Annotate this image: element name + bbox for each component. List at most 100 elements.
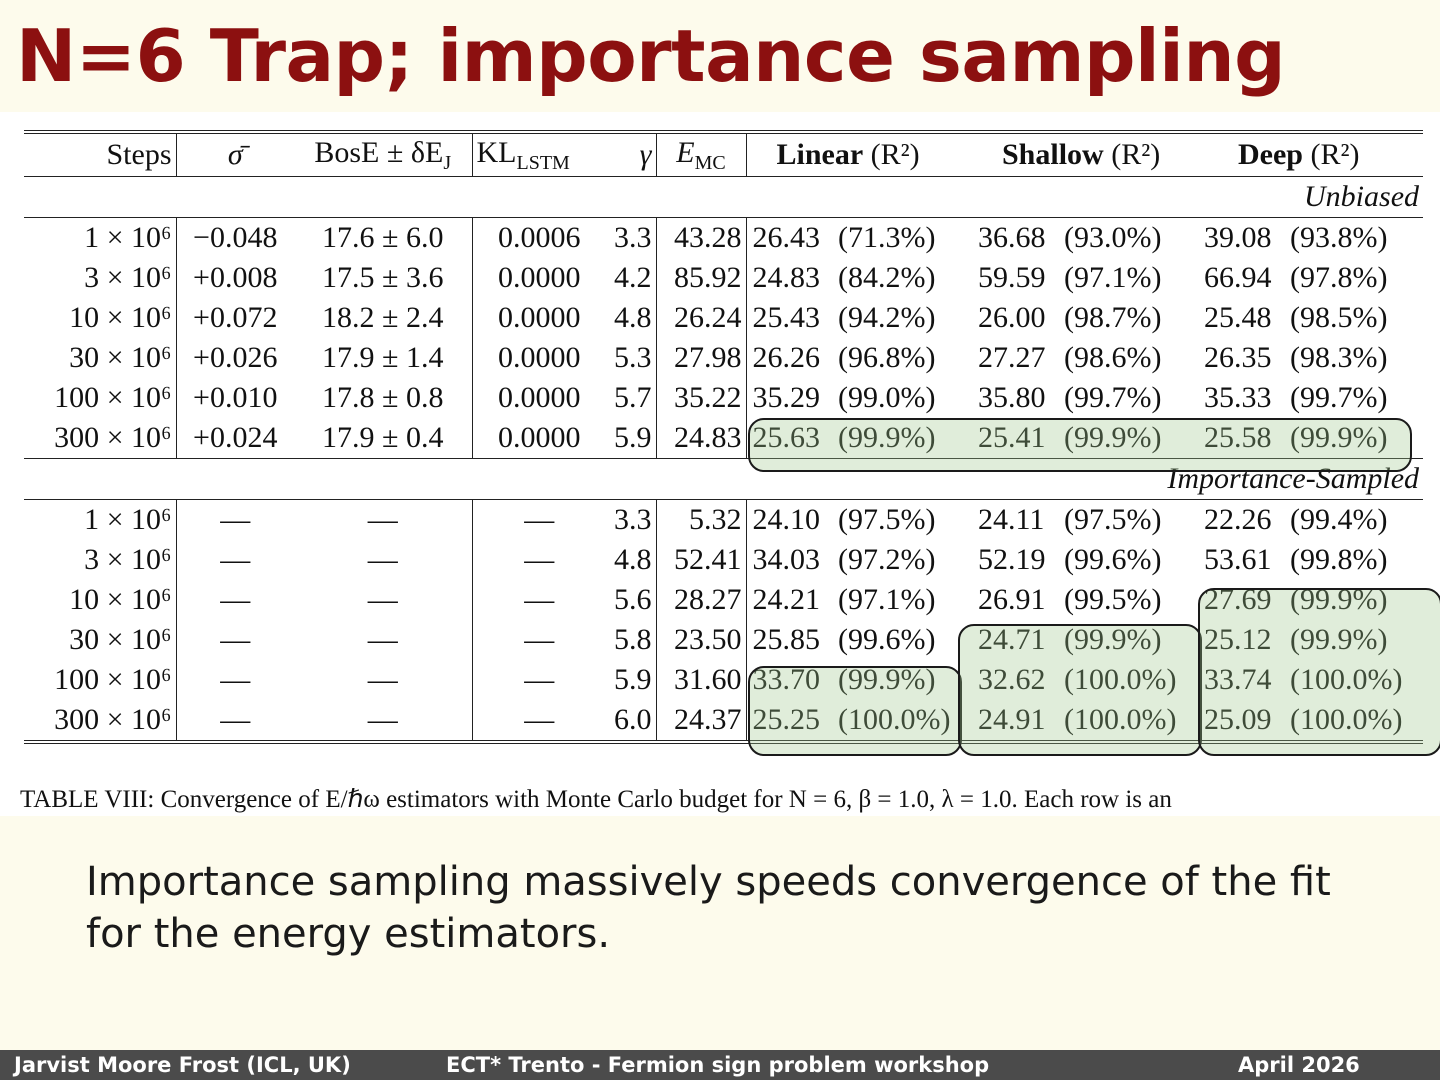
cell-shallow-r2: (98.6%) xyxy=(1064,341,1162,374)
cell-deep-value: 26.35 xyxy=(1204,341,1272,374)
cell-shallow-value: 52.19 xyxy=(978,543,1046,576)
cell-deep-r2: (100.0%) xyxy=(1290,703,1403,736)
cell-shallow-r2: (98.7%) xyxy=(1064,301,1162,334)
cell-shallow-value: 26.91 xyxy=(978,583,1046,616)
cell-gamma: 5.7 xyxy=(606,378,657,418)
cell-linear-value: 25.85 xyxy=(752,623,821,656)
cell-deep-value: 25.09 xyxy=(1204,703,1272,736)
cell-linear-r2: (99.9%) xyxy=(838,663,936,696)
cell-emc: 43.28 xyxy=(656,217,747,258)
cell-kl: 0.0000 xyxy=(498,341,581,374)
cell-deep-value: 66.94 xyxy=(1204,261,1272,294)
header-emc: EMC xyxy=(656,132,747,177)
cell-bos: — xyxy=(294,660,473,700)
cell-linear-value: 26.26 xyxy=(752,341,821,374)
cell-shallow-value: 35.80 xyxy=(978,381,1046,414)
table-row: 3 × 10⁶ +0.008 17.5 ± 3.6 0.0000 4.2 85.92 24.… xyxy=(24,258,1423,298)
cell-linear-value: 24.83 xyxy=(752,261,821,294)
cell-steps: 100 × 10⁶ xyxy=(24,660,177,700)
cell-sigma: +0.008 xyxy=(193,261,278,294)
cell-shallow-value: 32.62 xyxy=(978,663,1046,696)
cell-linear-value: 24.10 xyxy=(746,499,834,540)
cell-linear-value: 24.21 xyxy=(752,583,821,616)
cell-linear-value: 25.43 xyxy=(752,301,821,334)
cell-steps: 1 × 10⁶ xyxy=(24,499,177,540)
cell-deep-value: 25.58 xyxy=(1204,421,1272,454)
cell-deep-r2: (98.3%) xyxy=(1290,341,1388,374)
cell-sigma: +0.010 xyxy=(193,381,278,414)
table-row: 1 × 10⁶ −0.048 17.6 ± 6.0 0.0006 3.3 43.28 26.… xyxy=(24,217,1424,258)
cell-bos: — xyxy=(294,540,473,580)
cell-emc: 5.32 xyxy=(656,499,747,540)
cell-kl: 0.0006 xyxy=(472,217,606,258)
cell-deep-value: 22.26 xyxy=(1198,499,1287,540)
cell-deep-value: 33.74 xyxy=(1204,663,1272,696)
cell-kl: 0.0000 xyxy=(498,301,581,334)
header-steps: Steps xyxy=(24,132,177,177)
cell-steps: 3 × 10⁶ xyxy=(24,540,177,580)
cell-shallow-r2: (99.6%) xyxy=(1064,543,1162,576)
cell-gamma: 5.9 xyxy=(606,418,657,459)
cell-emc: 31.60 xyxy=(656,660,747,700)
cell-kl: — xyxy=(524,703,555,736)
footer-author: Jarvist Moore Frost (ICL, UK) xyxy=(14,1053,351,1077)
cell-steps: 30 × 10⁶ xyxy=(24,620,177,660)
cell-sigma: — xyxy=(220,623,251,656)
cell-bos: 18.2 ± 2.4 xyxy=(294,298,473,338)
cell-steps: 1 × 10⁶ xyxy=(24,217,177,258)
cell-emc: 26.24 xyxy=(656,298,747,338)
cell-gamma: 5.8 xyxy=(606,620,657,660)
table-row: 30 × 10⁶ — — — 5.8 23.50 25.85 (99.6%) 24.71 (99.… xyxy=(24,620,1423,660)
cell-emc: 28.27 xyxy=(656,580,747,620)
cell-bos: — xyxy=(294,700,473,742)
table-row: 300 × 10⁶ +0.024 17.9 ± 0.4 0.0000 5.9 24.83 2… xyxy=(24,418,1423,459)
cell-deep-value: 25.12 xyxy=(1204,623,1272,656)
cell-deep-value: 25.48 xyxy=(1204,301,1272,334)
cell-linear-r2: (96.8%) xyxy=(838,341,936,374)
cell-kl: 0.0000 xyxy=(498,381,581,414)
cell-sigma: — xyxy=(220,703,251,736)
cell-kl: — xyxy=(524,663,555,696)
cell-shallow-r2: (93.0%) xyxy=(1060,217,1199,258)
cell-linear-r2: (99.9%) xyxy=(838,421,936,454)
cell-linear-r2: (71.3%) xyxy=(834,217,972,258)
cell-sigma: +0.072 xyxy=(193,301,278,334)
cell-shallow-value: 59.59 xyxy=(978,261,1046,294)
cell-gamma: 4.8 xyxy=(606,540,657,580)
footer-bar: Jarvist Moore Frost (ICL, UK) ECT* Trent… xyxy=(0,1050,1440,1080)
cell-deep-r2: (99.4%) xyxy=(1286,499,1424,540)
cell-bos: 17.9 ± 0.4 xyxy=(294,418,473,459)
cell-deep-r2: (97.8%) xyxy=(1290,261,1388,294)
cell-shallow-r2: (99.9%) xyxy=(1064,623,1162,656)
cell-kl: — xyxy=(524,623,555,656)
unbiased-section: Unbiased 1 × 10⁶ −0.048 17.6 ± 6.0 0.0006 3.… xyxy=(24,176,1424,459)
cell-sigma: — xyxy=(176,499,294,540)
cell-gamma: 5.6 xyxy=(606,580,657,620)
footer-date: April 2026 xyxy=(1238,1053,1360,1077)
cell-sigma: −0.048 xyxy=(176,217,294,258)
cell-shallow-value: 27.27 xyxy=(978,341,1046,374)
importance-section: Importance-Sampled 1 × 10⁶ — — —3.3 5.32 24.1… xyxy=(24,458,1424,742)
cell-shallow-value: 26.00 xyxy=(978,301,1046,334)
cell-deep-r2: (100.0%) xyxy=(1290,663,1403,696)
cell-gamma: 5.9 xyxy=(606,660,657,700)
cell-linear-r2: (97.1%) xyxy=(838,583,936,616)
header-kl: KLLSTM xyxy=(472,132,606,177)
cell-linear-r2: (99.0%) xyxy=(838,381,936,414)
table-row: 1 × 10⁶ — — —3.3 5.32 24.10 (97.5%) 24.11 (97.5%… xyxy=(24,499,1424,540)
cell-deep-r2: (93.8%) xyxy=(1286,217,1424,258)
cell-shallow-r2: (97.1%) xyxy=(1064,261,1162,294)
section-label-unbiased: Unbiased xyxy=(24,176,1424,218)
cell-gamma: 4.8 xyxy=(606,298,657,338)
cell-gamma: 3.3 xyxy=(606,499,657,540)
cell-gamma: 5.3 xyxy=(606,338,657,378)
cell-shallow-r2: (99.9%) xyxy=(1064,421,1162,454)
table-row: 30 × 10⁶ +0.026 17.9 ± 1.4 0.0000 5.3 27.98 26… xyxy=(24,338,1423,378)
cell-linear-r2: (97.5%) xyxy=(834,499,972,540)
table-row: 100 × 10⁶ +0.010 17.8 ± 0.8 0.0000 5.7 35.22 3… xyxy=(24,378,1423,418)
cell-deep-r2: (99.9%) xyxy=(1290,421,1388,454)
cell-linear-value: 35.29 xyxy=(752,381,821,414)
header-linear: Linear (R²) xyxy=(746,132,972,177)
table-row: 10 × 10⁶ +0.072 18.2 ± 2.4 0.0000 4.8 26.24 25… xyxy=(24,298,1423,338)
cell-bos: 17.9 ± 1.4 xyxy=(294,338,473,378)
